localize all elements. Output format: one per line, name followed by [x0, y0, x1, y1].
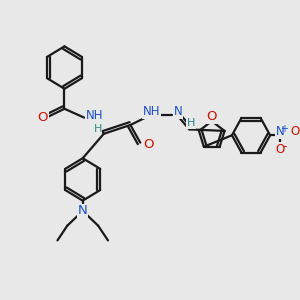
Text: NH: NH	[85, 109, 103, 122]
Text: H: H	[187, 118, 195, 128]
Text: +: +	[280, 124, 288, 134]
Text: O: O	[206, 110, 217, 123]
Text: O: O	[38, 111, 48, 124]
Text: -: -	[283, 140, 287, 153]
Text: O: O	[290, 125, 299, 138]
Text: N: N	[174, 105, 183, 118]
Text: N: N	[276, 125, 284, 138]
Text: N: N	[78, 205, 88, 218]
Text: NH: NH	[143, 105, 160, 118]
Text: O: O	[275, 143, 285, 156]
Text: O: O	[144, 138, 154, 151]
Text: H: H	[93, 124, 102, 134]
